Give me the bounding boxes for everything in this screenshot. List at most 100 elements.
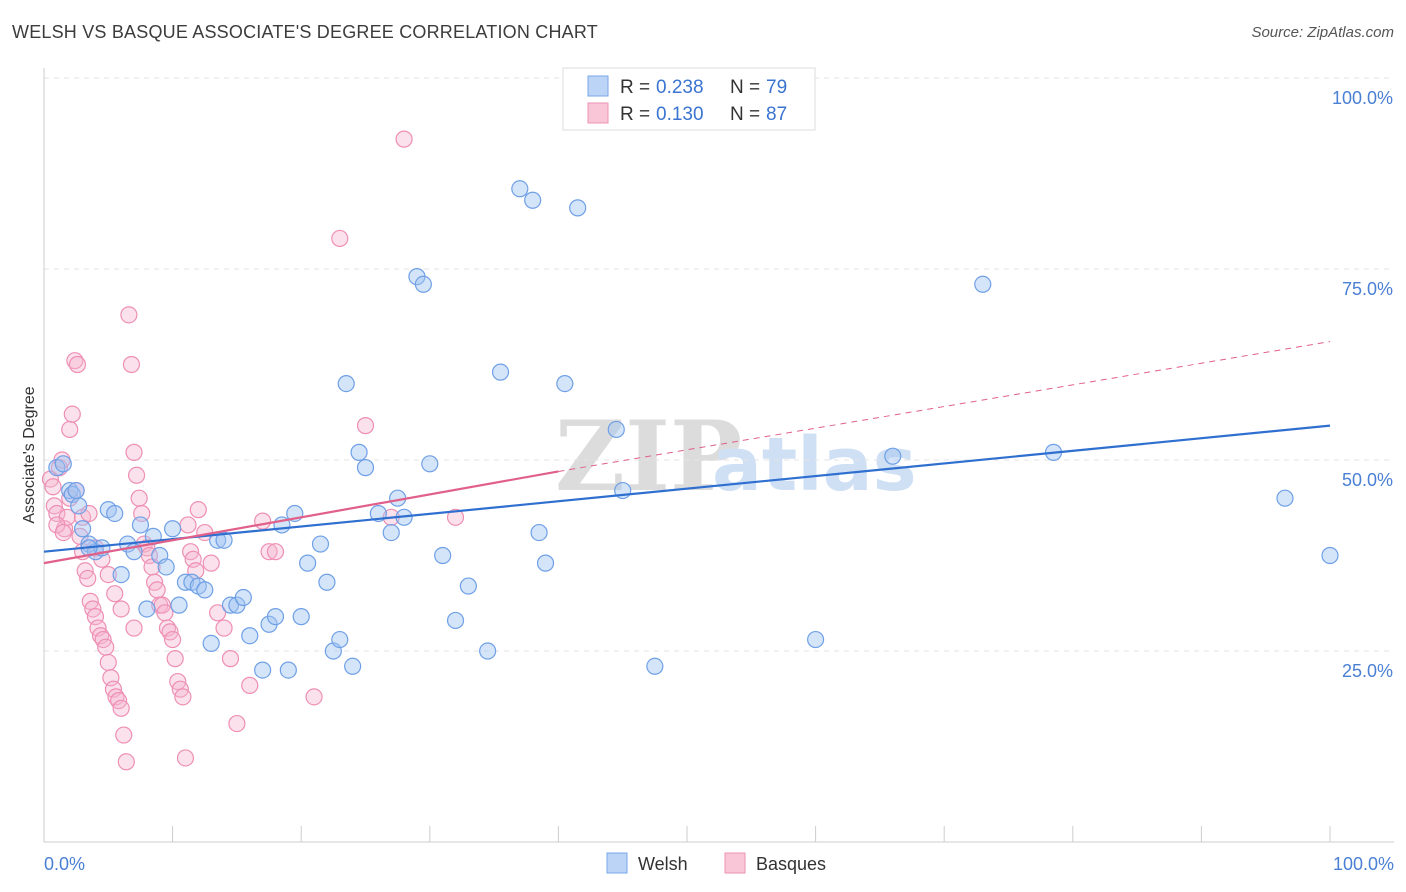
legend-welsh-r-value: 0.238 [656, 77, 704, 98]
welsh-point [299, 554, 317, 572]
welsh-point [138, 600, 156, 618]
bottom-legend-swatch-welsh [606, 852, 628, 874]
stats-legend: R = 0.238 N = 79 R = 0.130 N = 87 [562, 67, 816, 131]
welsh-point [524, 191, 542, 209]
welsh-point [974, 275, 992, 293]
welsh-point [356, 459, 375, 477]
basques-point [79, 569, 97, 588]
welsh-point [292, 608, 310, 626]
welsh-point [459, 577, 477, 595]
y-tick-label-75: 75.0% [1342, 279, 1393, 299]
basques-point [44, 478, 62, 496]
basques-point [221, 650, 240, 668]
welsh-point [421, 455, 439, 473]
basques-point [174, 688, 192, 706]
legend-welsh-n-value: 79 [766, 77, 787, 98]
basques-point [130, 489, 148, 507]
bottom-legend-swatch-basques [724, 852, 746, 874]
welsh-point [318, 573, 336, 591]
basques-point [166, 650, 184, 668]
basques-point [120, 306, 138, 324]
welsh-point [569, 199, 587, 217]
basques-point [61, 420, 79, 439]
welsh-point [337, 375, 355, 393]
basques-point [164, 630, 182, 649]
legend-welsh-r-label: R = [620, 77, 650, 98]
basques-point [106, 585, 124, 603]
welsh-point [556, 375, 574, 393]
basques-point [266, 543, 285, 561]
y-tick-label-25: 25.0% [1342, 661, 1393, 681]
welsh-point [311, 535, 330, 553]
welsh-point [176, 573, 195, 591]
legend-welsh-n-label: N = [730, 77, 760, 98]
x-axis-ticks [43, 826, 1331, 842]
welsh-point [170, 596, 188, 614]
welsh-point [536, 554, 555, 572]
basques-point [99, 653, 117, 672]
basques-point [254, 512, 272, 530]
welsh-point [234, 588, 252, 607]
basques-point [115, 726, 133, 744]
welsh-point [106, 504, 124, 523]
x-tick-label-max: 100.0% [1333, 854, 1394, 874]
basques-point [446, 508, 465, 526]
basques-point [202, 554, 220, 572]
welsh-point [350, 443, 368, 461]
bottom-legend-welsh: Welsh [638, 854, 688, 874]
welsh-point [530, 523, 548, 542]
basques-point [122, 355, 141, 374]
basques-point [148, 581, 166, 599]
legend-swatch-basques [587, 102, 609, 124]
basques-point [228, 714, 246, 733]
basques-point [97, 638, 115, 656]
series-basques [41, 130, 465, 771]
welsh-point [607, 420, 625, 439]
welsh-trend-line [43, 424, 1331, 553]
basques-point [179, 516, 197, 534]
watermark-atlas: atlas [712, 422, 917, 508]
welsh-point [54, 455, 72, 473]
basques-trend-line [43, 470, 559, 565]
basques-point [99, 565, 117, 584]
source-credit: Source: ZipAtlas.com [1251, 24, 1394, 41]
welsh-point [344, 657, 362, 675]
welsh-point [164, 520, 182, 538]
basques-point [176, 749, 195, 767]
y-tick-label-100: 100.0% [1332, 88, 1393, 108]
welsh-point [446, 611, 465, 630]
basques-point [112, 699, 130, 717]
welsh-point [112, 565, 130, 584]
welsh-point [382, 523, 400, 542]
welsh-point [414, 275, 432, 293]
welsh-point [806, 630, 825, 649]
welsh-point [266, 608, 285, 626]
welsh-point [215, 531, 233, 549]
welsh-point [196, 581, 214, 599]
welsh-point [279, 661, 297, 679]
welsh-point [479, 642, 497, 660]
welsh-point [70, 497, 88, 515]
legend-basques-r-label: R = [620, 104, 650, 125]
y-tick-labels: 25.0% 50.0% 75.0% 100.0% [1332, 88, 1393, 681]
welsh-point [221, 596, 240, 614]
basques-point [127, 466, 146, 484]
basques-point [112, 600, 130, 618]
welsh-point [157, 558, 175, 576]
welsh-point [254, 661, 272, 679]
chart-title: WELSH VS BASQUE ASSOCIATE'S DEGREE CORRE… [12, 22, 598, 42]
legend-swatch-welsh [587, 75, 609, 97]
basques-point [356, 417, 375, 435]
y-axis-label: Associate's Degree [21, 386, 38, 523]
basques-point [54, 523, 72, 542]
welsh-point [434, 546, 452, 565]
basques-point [189, 501, 207, 519]
legend-basques-n-value: 87 [766, 104, 787, 125]
basques-trend-extension [558, 341, 1331, 472]
trend-lines [43, 341, 1331, 565]
basques-point [260, 543, 278, 561]
welsh-point [884, 447, 902, 465]
welsh-point [511, 180, 529, 198]
basques-point [63, 405, 81, 423]
basques-point [117, 753, 135, 771]
